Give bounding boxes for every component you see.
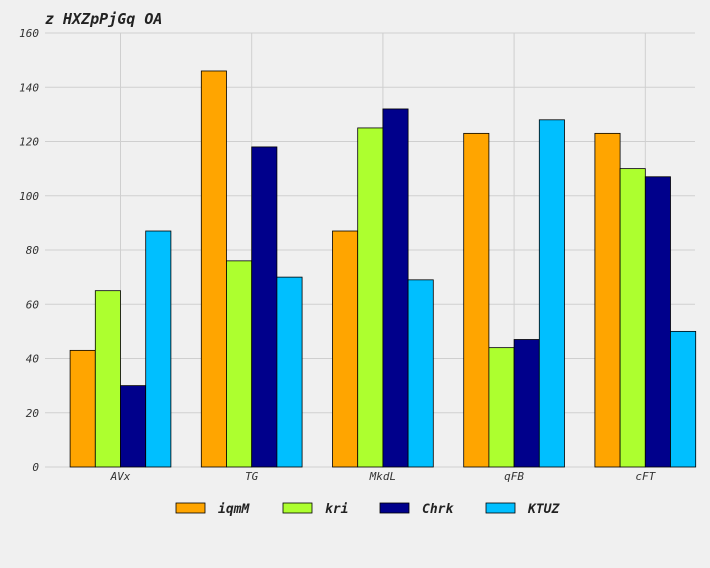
- chart-title: z HXZpPjGq OA: [45, 10, 163, 28]
- y-tick-label: 0: [32, 461, 39, 474]
- legend-swatch-KTUZ: [485, 502, 516, 514]
- bar-KTUZ-qFB: [538, 119, 565, 468]
- bar-iqmM-qFB: [463, 132, 490, 468]
- bar-kri-qFB: [488, 347, 515, 468]
- bar-Chrk-MkdL: [382, 108, 409, 468]
- y-tick-label: 20: [26, 407, 40, 420]
- bar-KTUZ-cFT: [670, 330, 697, 468]
- y-tick-label: 80: [26, 244, 40, 257]
- bar-KTUZ-MkdL: [407, 279, 434, 468]
- bar-Chrk-cFT: [644, 176, 671, 468]
- bar-Chrk-qFB: [513, 339, 540, 468]
- legend-label: iqmM: [218, 502, 250, 517]
- y-tick-label: 160: [19, 27, 39, 40]
- legend-label: kri: [325, 502, 348, 517]
- x-tick-label: MkdL: [369, 470, 397, 483]
- bar-kri-MkdL: [357, 127, 384, 468]
- bar-iqmM-cFT: [594, 132, 621, 468]
- legend-label: Chrk: [422, 502, 454, 517]
- legend-label: KTUZ: [527, 502, 560, 517]
- y-tick-label: 120: [19, 136, 39, 149]
- bar-iqmM-MkdL: [332, 230, 359, 468]
- bar-iqmM-TG: [200, 70, 227, 468]
- y-tick-label: 100: [19, 190, 39, 203]
- x-tick-label: cFT: [635, 470, 656, 483]
- x-tick-label: AVx: [110, 470, 131, 483]
- bar-KTUZ-TG: [276, 276, 303, 468]
- bar-Chrk-TG: [251, 146, 278, 468]
- y-tick-label: 140: [19, 81, 39, 94]
- bar-kri-cFT: [619, 168, 646, 468]
- legend-swatch-Chrk: [379, 502, 410, 514]
- legend-swatch-kri: [282, 502, 313, 514]
- x-tick-label: qFB: [504, 470, 524, 483]
- bar-Chrk-AVx: [120, 385, 147, 468]
- bar-kri-TG: [226, 260, 253, 468]
- y-tick-label: 40: [26, 353, 40, 366]
- y-tick-label: 60: [26, 298, 40, 311]
- x-tick-label: TG: [245, 470, 259, 483]
- bar-KTUZ-AVx: [145, 230, 172, 468]
- bar-iqmM-AVx: [69, 349, 96, 468]
- bar-kri-AVx: [94, 290, 121, 468]
- legend-swatch-iqmM: [175, 502, 206, 514]
